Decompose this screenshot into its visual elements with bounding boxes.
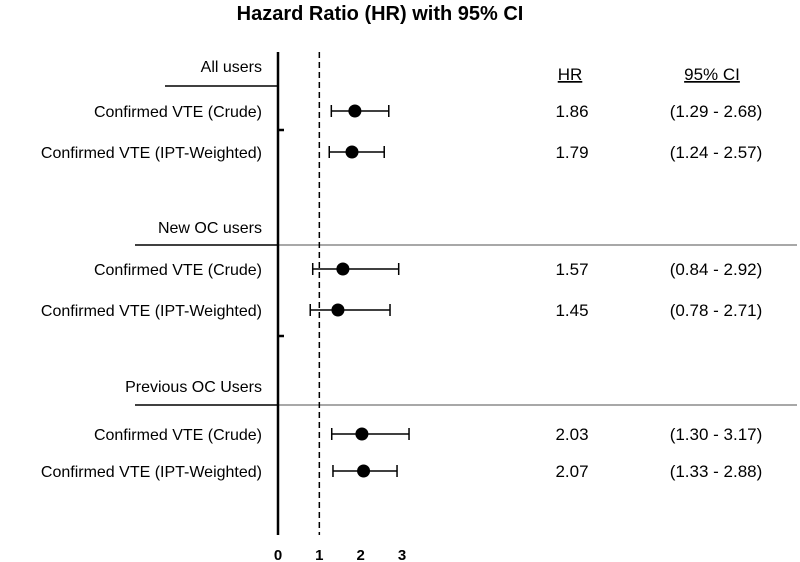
table-row: Confirmed VTE (IPT-Weighted) 1.45 (0.78 - …: [41, 301, 762, 320]
ci-value: (0.78 - 2.71): [670, 301, 763, 320]
hr-point: [331, 303, 345, 317]
hr-point: [336, 262, 350, 276]
group-label: New OC users: [158, 220, 262, 237]
table-row: Confirmed VTE (Crude) 1.57 (0.84 - 2.92): [94, 260, 762, 279]
row-label: Confirmed VTE (IPT-Weighted): [41, 303, 262, 320]
row-label: Confirmed VTE (IPT-Weighted): [41, 145, 262, 162]
x-tick-label: 3: [398, 547, 406, 562]
divider-lines: [135, 85, 797, 406]
group-labels: All users New OC users Previous OC Users: [125, 59, 262, 396]
hr-value: 1.86: [555, 102, 588, 121]
group-label: Previous OC Users: [125, 379, 262, 396]
hr-point: [357, 464, 371, 478]
hr-point: [355, 427, 369, 441]
x-tick-label: 0: [274, 547, 282, 562]
hr-value: 2.07: [555, 462, 588, 481]
hr-value: 1.45: [555, 301, 588, 320]
hr-column-header: HR: [558, 65, 583, 84]
ci-value: (1.29 - 2.68): [670, 102, 763, 121]
hr-value: 2.03: [555, 425, 588, 444]
row-label: Confirmed VTE (Crude): [94, 427, 262, 444]
table-row: Confirmed VTE (Crude) 2.03 (1.30 - 3.17): [94, 425, 762, 444]
hr-value: 1.57: [555, 260, 588, 279]
hr-point: [345, 145, 359, 159]
ci-value: (1.33 - 2.88): [670, 462, 763, 481]
x-tick-label: 1: [315, 547, 323, 562]
row-label: Confirmed VTE (IPT-Weighted): [41, 464, 262, 481]
ci-value: (0.84 - 2.92): [670, 260, 763, 279]
x-tick-label: 2: [356, 547, 364, 562]
chart-title: Hazard Ratio (HR) with 95% CI: [237, 3, 524, 25]
row-label: Confirmed VTE (Crude): [94, 262, 262, 279]
group-label: All users: [201, 59, 262, 76]
hr-value: 1.79: [555, 143, 588, 162]
data-rows: Confirmed VTE (Crude) 1.86 (1.29 - 2.68)Co…: [41, 102, 762, 481]
x-axis-ticks: 0 1 2 3: [274, 128, 406, 562]
table-row: Confirmed VTE (Crude) 1.86 (1.29 - 2.68): [94, 102, 762, 121]
hr-point: [348, 104, 362, 118]
ci-value: (1.24 - 2.57): [670, 143, 763, 162]
table-row: Confirmed VTE (IPT-Weighted) 2.07 (1.33 - …: [41, 462, 762, 481]
ci-column-header: 95% CI: [684, 65, 740, 84]
table-row: Confirmed VTE (IPT-Weighted) 1.79 (1.24 - …: [41, 143, 762, 162]
ci-value: (1.30 - 3.17): [670, 425, 763, 444]
row-label: Confirmed VTE (Crude): [94, 104, 262, 121]
